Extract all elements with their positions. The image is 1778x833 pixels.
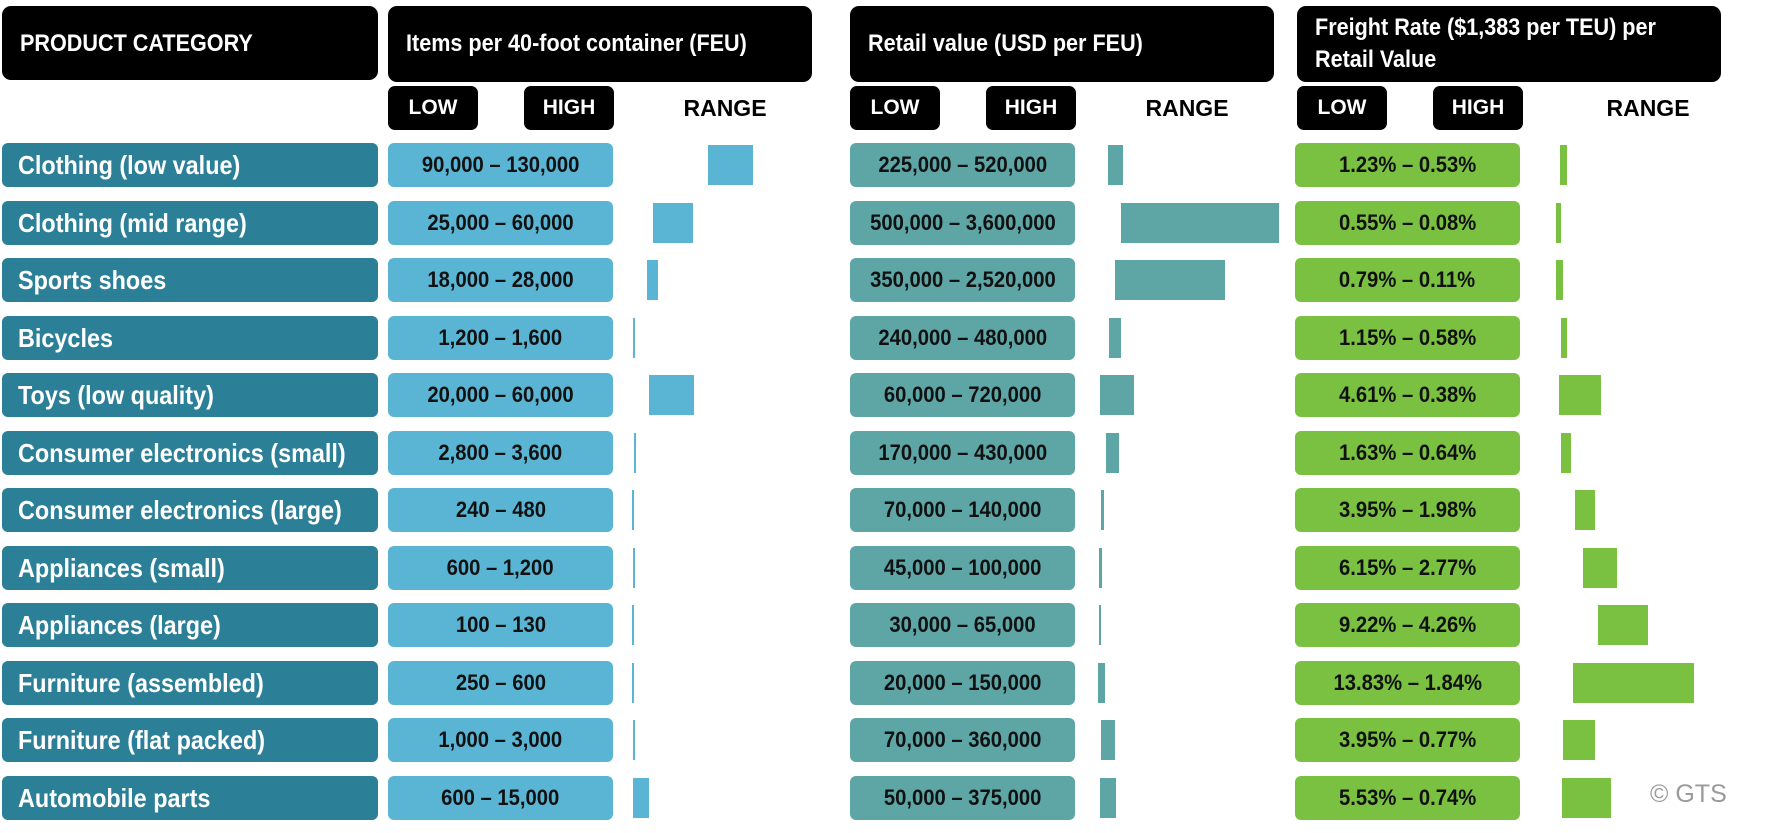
items-range-cell: 18,000 – 28,000 [388, 258, 613, 302]
category-label: Consumer electronics (small) [2, 431, 378, 475]
items-range-bar [653, 203, 693, 243]
category-label: Appliances (large) [2, 603, 378, 647]
retail-range-cell: 225,000 – 520,000 [850, 143, 1075, 187]
freight-range-cell: 9.22% – 4.26% [1295, 603, 1520, 647]
category-label: Consumer electronics (large) [2, 488, 378, 532]
freight-range-bar [1562, 778, 1611, 818]
freight-range-bar [1556, 260, 1563, 300]
header-items-per-container: Items per 40-foot container (FEU) [388, 6, 812, 82]
category-label: Toys (low quality) [2, 373, 378, 417]
category-label: Clothing (mid range) [2, 201, 378, 245]
freight-range-bar [1574, 490, 1595, 530]
subheader-retail-range: RANGE [1145, 95, 1229, 121]
retail-range-cell: 60,000 – 720,000 [850, 373, 1075, 417]
freight-range-bar [1562, 720, 1595, 760]
freight-range-cell: 1.63% – 0.64% [1295, 431, 1520, 475]
freight-range-bar [1560, 318, 1567, 358]
subheader-items-range: RANGE [683, 95, 767, 121]
retail-range-cell: 70,000 – 140,000 [850, 488, 1075, 532]
freight-range-cell: 4.61% – 0.38% [1295, 373, 1520, 417]
items-range-bar [632, 490, 635, 530]
header-freight-rate: Freight Rate ($1,383 per TEU) per Retail… [1297, 6, 1721, 82]
items-range-cell: 1,000 – 3,000 [388, 718, 613, 762]
category-label: Sports shoes [2, 258, 378, 302]
subheader-freight-high: HIGH [1433, 86, 1523, 130]
items-range-cell: 1,200 – 1,600 [388, 316, 613, 360]
freight-range-cell: 3.95% – 1.98% [1295, 488, 1520, 532]
retail-range-cell: 240,000 – 480,000 [850, 316, 1075, 360]
items-range-cell: 600 – 1,200 [388, 546, 613, 590]
items-range-bar [632, 778, 649, 818]
items-range-cell: 100 – 130 [388, 603, 613, 647]
subheader-freight-range: RANGE [1606, 95, 1690, 121]
items-range-bar [647, 260, 659, 300]
items-range-bar [632, 663, 635, 703]
retail-range-bar [1105, 433, 1119, 473]
retail-range-bar [1099, 778, 1117, 818]
freight-range-cell: 0.55% – 0.08% [1295, 201, 1520, 245]
freight-range-bar [1582, 548, 1617, 588]
items-range-cell: 90,000 – 130,000 [388, 143, 613, 187]
items-range-bar [708, 145, 754, 185]
items-range-cell: 25,000 – 60,000 [388, 201, 613, 245]
freight-range-bar [1555, 203, 1561, 243]
items-range-bar [632, 548, 635, 588]
items-range-cell: 20,000 – 60,000 [388, 373, 613, 417]
category-label: Furniture (flat packed) [2, 718, 378, 762]
retail-range-bar [1121, 203, 1279, 243]
category-label: Bicycles [2, 316, 378, 360]
items-range-bar [633, 318, 635, 358]
freight-range-bar [1560, 145, 1568, 185]
retail-range-cell: 50,000 – 375,000 [850, 776, 1075, 820]
category-label: Automobile parts [2, 776, 378, 820]
freight-range-bar [1573, 663, 1695, 703]
retail-range-cell: 170,000 – 430,000 [850, 431, 1075, 475]
items-range-cell: 600 – 15,000 [388, 776, 613, 820]
freight-range-cell: 1.23% – 0.53% [1295, 143, 1520, 187]
items-range-cell: 250 – 600 [388, 661, 613, 705]
retail-range-bar [1098, 605, 1101, 645]
freight-range-cell: 13.83% – 1.84% [1295, 661, 1520, 705]
subheader-items-high: HIGH [524, 86, 614, 130]
retail-range-bar [1099, 548, 1103, 588]
retail-range-cell: 30,000 – 65,000 [850, 603, 1075, 647]
retail-range-bar [1114, 260, 1226, 300]
retail-range-cell: 20,000 – 150,000 [850, 661, 1075, 705]
freight-range-cell: 1.15% – 0.58% [1295, 316, 1520, 360]
retail-range-bar [1100, 375, 1134, 415]
retail-range-bar [1100, 490, 1105, 530]
retail-range-cell: 45,000 – 100,000 [850, 546, 1075, 590]
subheader-retail-high: HIGH [986, 86, 1076, 130]
copyright-credit: © GTS [1650, 780, 1727, 808]
items-range-bar [632, 720, 636, 760]
freight-range-cell: 5.53% – 0.74% [1295, 776, 1520, 820]
items-range-cell: 240 – 480 [388, 488, 613, 532]
category-label: Clothing (low value) [2, 143, 378, 187]
retail-range-bar [1098, 663, 1105, 703]
retail-range-bar [1109, 318, 1122, 358]
freight-range-bar [1558, 375, 1602, 415]
retail-range-bar [1100, 720, 1116, 760]
header-product-category: PRODUCT CATEGORY [2, 6, 378, 80]
items-range-bar [632, 605, 635, 645]
items-range-bar [634, 433, 637, 473]
subheader-freight-low: LOW [1297, 86, 1387, 130]
freight-range-cell: 6.15% – 2.77% [1295, 546, 1520, 590]
items-range-bar [648, 375, 694, 415]
freight-range-cell: 3.95% – 0.77% [1295, 718, 1520, 762]
category-label: Appliances (small) [2, 546, 378, 590]
freight-range-bar [1597, 605, 1648, 645]
freight-range-bar [1561, 433, 1572, 473]
retail-range-cell: 350,000 – 2,520,000 [850, 258, 1075, 302]
category-label: Furniture (assembled) [2, 661, 378, 705]
header-retail-value: Retail value (USD per FEU) [850, 6, 1274, 82]
freight-range-cell: 0.79% – 0.11% [1295, 258, 1520, 302]
retail-range-bar [1108, 145, 1124, 185]
retail-range-cell: 500,000 – 3,600,000 [850, 201, 1075, 245]
retail-range-cell: 70,000 – 360,000 [850, 718, 1075, 762]
subheader-items-low: LOW [388, 86, 478, 130]
subheader-retail-low: LOW [850, 86, 940, 130]
items-range-cell: 2,800 – 3,600 [388, 431, 613, 475]
